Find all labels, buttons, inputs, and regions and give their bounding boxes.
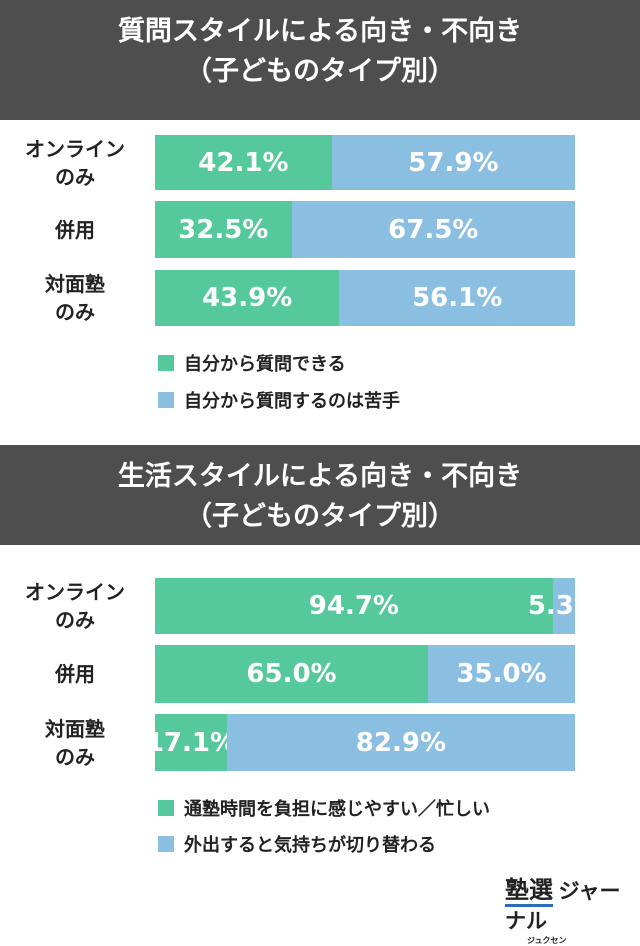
stacked-bar: 43.9% 56.1% [155, 270, 575, 326]
legend-swatch [158, 836, 174, 852]
category-label: オンライン のみ [25, 580, 125, 632]
stacked-bar: 94.7% 5.3% [155, 578, 600, 634]
legend-label: 通塾時間を負担に感じやすい／忙しい [184, 799, 490, 820]
stacked-bar: 32.5% 67.5% [155, 201, 575, 258]
bar-row: 併用 65.0% 35.0% [0, 645, 640, 703]
data-label: 32.5% [178, 214, 269, 245]
bar-row: オンライン のみ 42.1% 57.9% [0, 135, 640, 190]
data-label: 94.7% [308, 591, 399, 621]
stacked-bar: 42.1% 57.9% [155, 135, 575, 190]
segment-cannot: 35.0% [428, 645, 575, 703]
segment-can: 94.7% [155, 578, 553, 634]
segment-can: 42.1% [155, 135, 332, 190]
bar-row: オンライン のみ 94.7% 5.3% [0, 578, 640, 634]
data-label: 67.5% [388, 214, 479, 245]
category-label: 対面塾 のみ [45, 716, 105, 769]
segment-can: 32.5% [155, 201, 292, 258]
data-label: 42.1% [198, 147, 289, 178]
chart-title: 生活スタイルによる向き・不向き （子どものタイプ別） [0, 445, 640, 545]
category-label: 併用 [55, 662, 95, 686]
legend-item: 自分から質問するのは苦手 [158, 387, 400, 413]
legend-item: 外出すると気持ちが切り替わる [158, 831, 436, 857]
logo-sub: ジュクセン [527, 936, 567, 945]
category-label: 併用 [55, 217, 95, 242]
segment-can: 65.0% [155, 645, 428, 703]
bar-row: 対面塾 のみ 17.1% 82.9% [0, 714, 640, 771]
chart-title: 質問スタイルによる向き・不向き （子どものタイプ別） [0, 0, 640, 120]
data-label: 56.1% [412, 283, 503, 313]
logo: 塾選 ジャーナル ジュクセン [505, 870, 640, 946]
bar-row: 併用 32.5% 67.5% [0, 201, 640, 258]
legend-label: 自分から質問できる [184, 354, 346, 375]
legend-item: 自分から質問できる [158, 350, 346, 376]
segment-cannot: 5.3% [528, 578, 600, 634]
data-label: 65.0% [246, 659, 337, 689]
data-label: 82.9% [355, 727, 446, 758]
segment-can: 17.1% [146, 714, 236, 771]
segment-cannot: 82.9% [226, 714, 575, 771]
data-label: 43.9% [202, 283, 293, 313]
segment-cannot: 56.1% [339, 270, 575, 326]
legend-label: 外出すると気持ちが切り替わる [184, 835, 436, 856]
legend-swatch [158, 800, 174, 816]
bar-row: 対面塾 のみ 43.9% 56.1% [0, 270, 640, 326]
segment-cannot: 67.5% [291, 201, 575, 258]
segment-cannot: 57.9% [331, 135, 575, 190]
stacked-bar: 65.0% 35.0% [155, 645, 575, 703]
segment-can: 43.9% [155, 270, 340, 326]
data-label: 35.0% [456, 659, 547, 689]
legend-swatch [158, 392, 174, 408]
legend-item: 通塾時間を負担に感じやすい／忙しい [158, 795, 490, 821]
data-label: 57.9% [408, 147, 499, 178]
legend-label: 自分から質問するのは苦手 [184, 391, 400, 412]
category-label: オンライン のみ [25, 136, 125, 189]
data-label: 17.1% [145, 727, 237, 758]
legend-swatch [158, 355, 174, 371]
stacked-bar: 17.1% 82.9% [146, 714, 575, 771]
logo-main: 塾選 [505, 876, 553, 907]
category-label: 対面塾 のみ [45, 272, 105, 324]
data-label: 5.3% [527, 591, 600, 621]
